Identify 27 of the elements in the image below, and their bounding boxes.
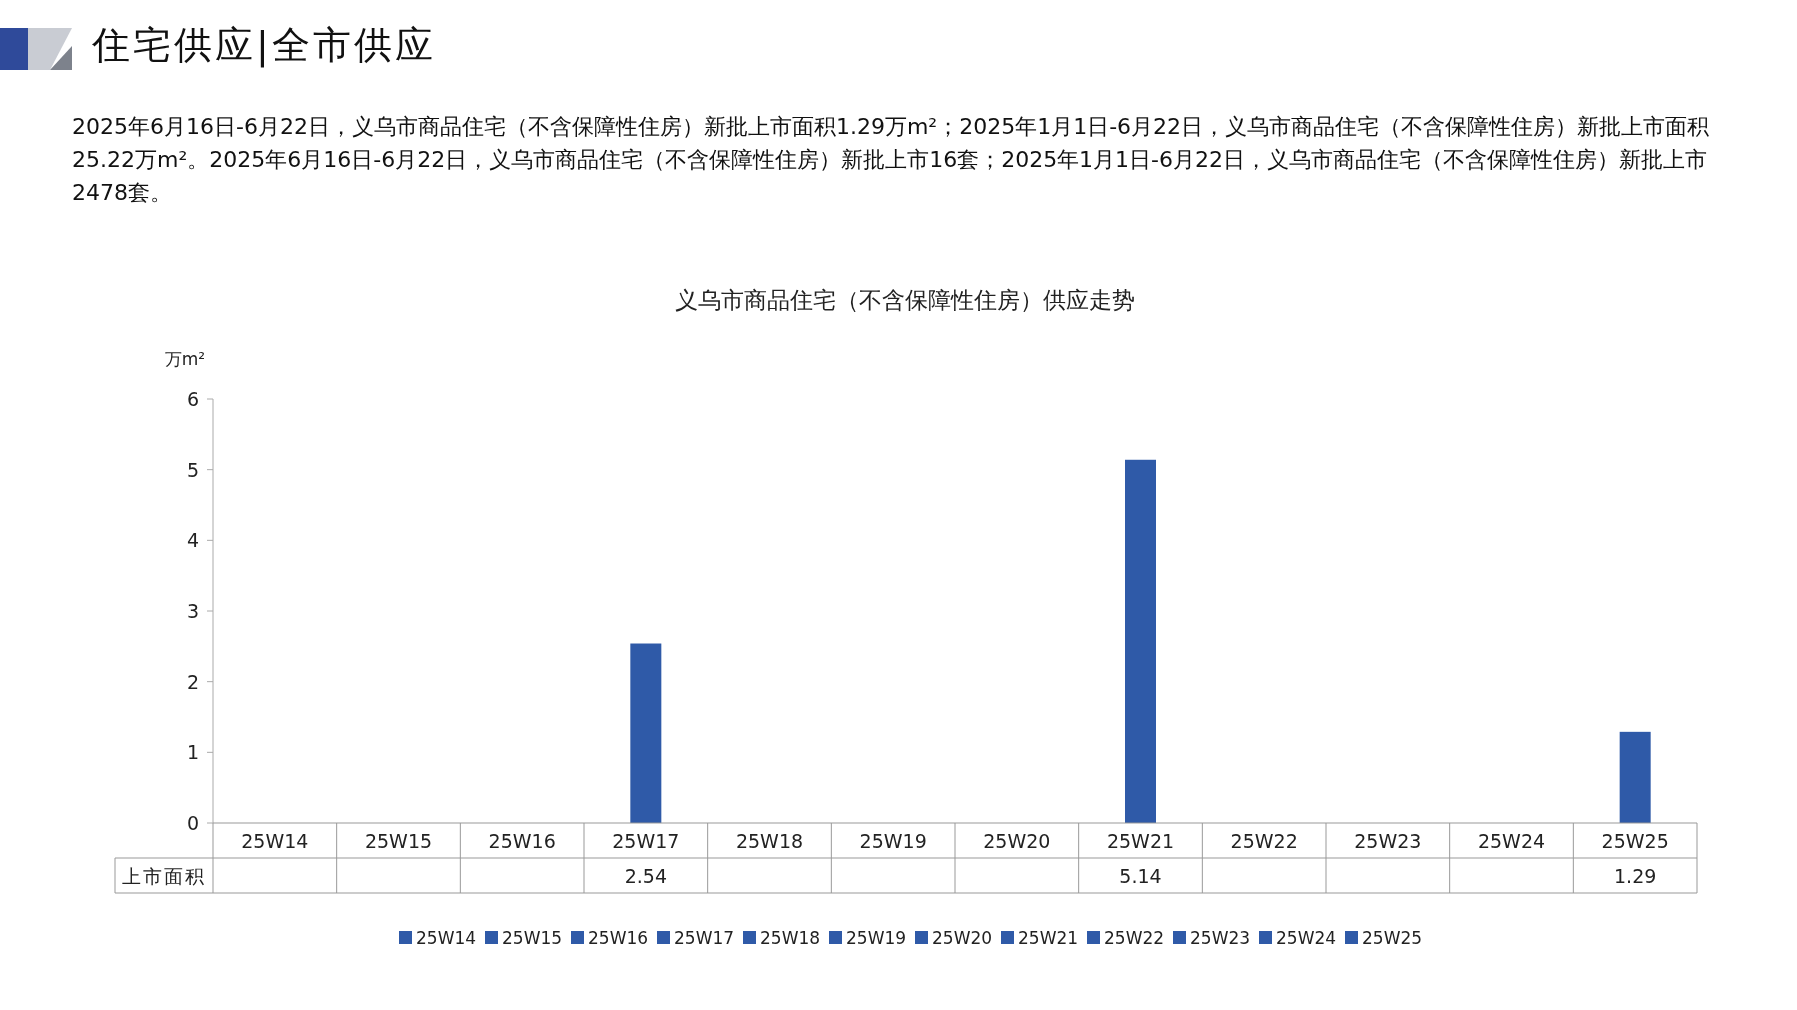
data-label: 2.54	[624, 865, 667, 887]
y-tick-label: 5	[186, 458, 199, 481]
x-tick-label: 25W24	[1477, 830, 1546, 852]
y-tick-label: 2	[186, 670, 199, 693]
text: 2025年6月16日-6月22日，义乌市商品住宅（不含保障性住房）新批上市面积1.29万m²；2025年1月1日-6月22日，义乌市商品住宅（不含保障性住房）新批上市面积25.22万m²。2025年6月16日-6月22日，义乌市商品住宅（不含保障性住房）新批上市16套；2025年1月1日-6月22日，义乌市商品住宅（不含保障性住房）新批上市2478套。	[72, 113, 1711, 207]
data-label: 1.29	[1614, 865, 1657, 887]
y-axis-title: 万m²	[164, 349, 206, 369]
x-tick-label: 25W22	[1230, 830, 1298, 852]
chart-title: 义乌市商品住宅（不含保障性住房）供应走势	[675, 287, 1135, 313]
x-tick-label: 25W21	[1106, 830, 1175, 852]
y-tick-label: 6	[186, 388, 199, 410]
x-tick-label: 25W16	[488, 830, 556, 852]
x-tick-label: 25W14	[241, 830, 309, 852]
x-tick-label: 25W17	[612, 830, 680, 852]
x-tick-label: 25W19	[859, 830, 927, 852]
data-label: 5.14	[1119, 865, 1162, 887]
x-tick-label: 25W18	[735, 830, 804, 852]
y-tick-label: 1	[186, 741, 199, 764]
x-tick-label: 25W23	[1354, 830, 1422, 852]
x-tick-label: 25W25	[1601, 830, 1669, 852]
x-tick-label: 25W15	[364, 830, 433, 852]
x-tick-label: 25W20	[983, 830, 1051, 852]
text: 上市面积	[122, 865, 206, 887]
y-tick-label: 0	[186, 812, 199, 834]
y-tick-label: 3	[186, 600, 199, 622]
text: 住宅供应|全市供应	[92, 22, 436, 70]
y-tick-label: 4	[186, 529, 199, 552]
